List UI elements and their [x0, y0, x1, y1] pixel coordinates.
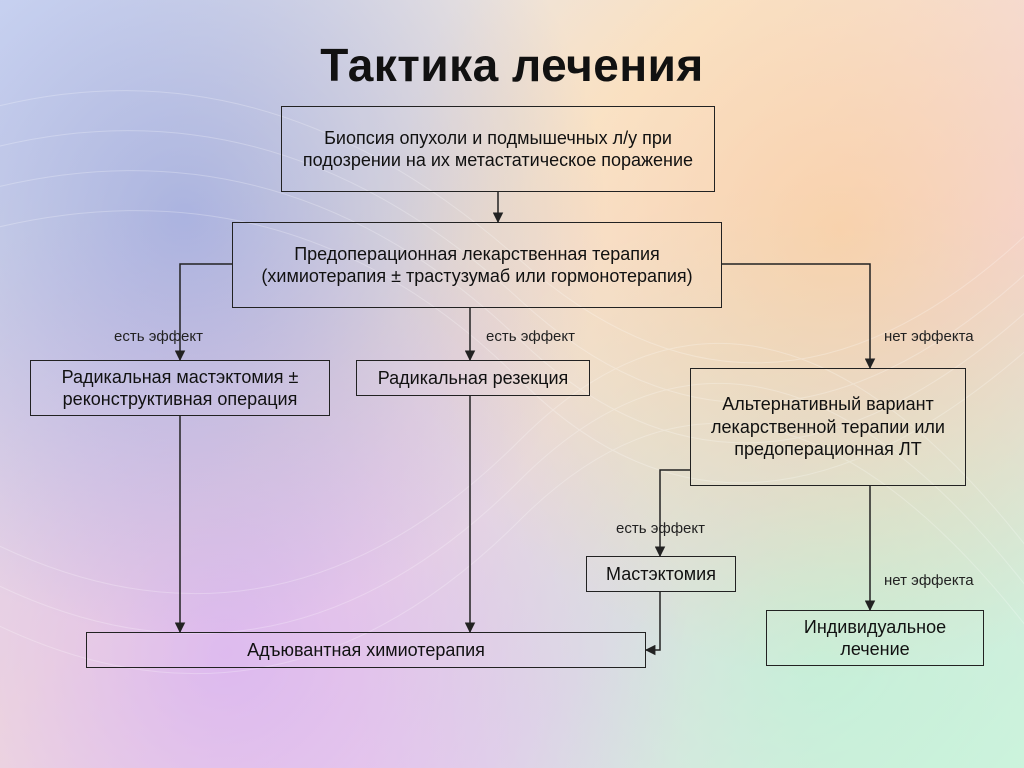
- node-individual-label: Индивидуальное лечение: [777, 616, 973, 661]
- node-preop-label: Предоперационная лекарственная терапия (…: [243, 243, 711, 288]
- node-mastectomy: Мастэктомия: [586, 556, 736, 592]
- node-radical-mastectomy: Радикальная мастэктомия ± реконструктивн…: [30, 360, 330, 416]
- node-adjuvant: Адъювантная химиотерапия: [86, 632, 646, 668]
- node-alternative-label: Альтернативный вариант лекарственной тер…: [701, 393, 955, 461]
- node-adjuvant-label: Адъювантная химиотерапия: [247, 639, 485, 662]
- diagram-title: Тактика лечения: [0, 38, 1024, 92]
- edge-label-no-effect-1: нет эффекта: [884, 328, 974, 345]
- node-mastectomy-label: Мастэктомия: [606, 563, 716, 586]
- node-preop: Предоперационная лекарственная терапия (…: [232, 222, 722, 308]
- edge-label-has-effect-2: есть эффект: [486, 328, 575, 345]
- node-individual: Индивидуальное лечение: [766, 610, 984, 666]
- node-biopsy: Биопсия опухоли и подмышечных л/у при по…: [281, 106, 715, 192]
- node-radical-resection: Радикальная резекция: [356, 360, 590, 396]
- node-radical-resection-label: Радикальная резекция: [378, 367, 569, 390]
- edge-label-no-effect-2: нет эффекта: [884, 572, 974, 589]
- node-biopsy-label: Биопсия опухоли и подмышечных л/у при по…: [292, 127, 704, 172]
- node-radical-mastectomy-label: Радикальная мастэктомия ± реконструктивн…: [41, 366, 319, 411]
- edge-label-has-effect-1: есть эффект: [114, 328, 203, 345]
- node-alternative: Альтернативный вариант лекарственной тер…: [690, 368, 966, 486]
- edge-label-has-effect-3: есть эффект: [616, 520, 705, 537]
